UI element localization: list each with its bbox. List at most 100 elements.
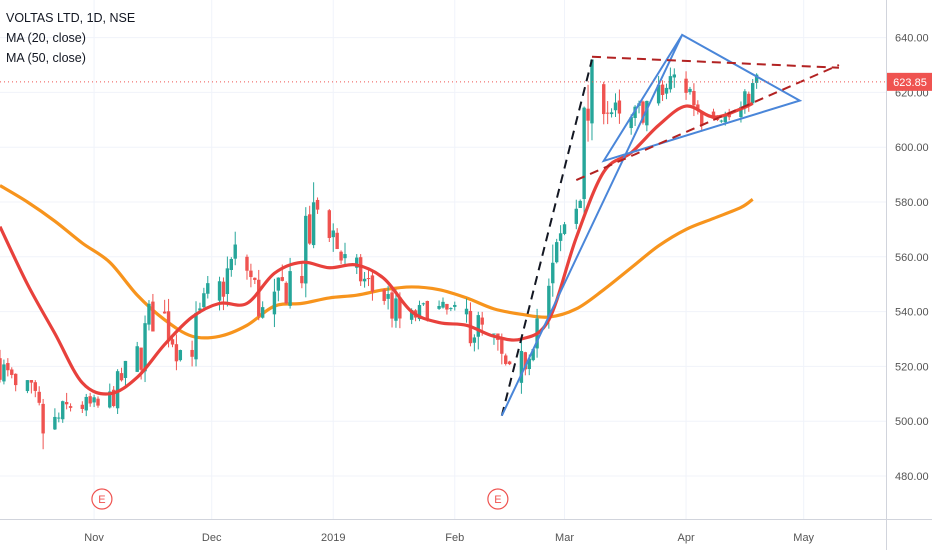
candle-up bbox=[613, 102, 618, 111]
candle-up bbox=[206, 283, 210, 294]
candle-down bbox=[174, 344, 179, 362]
candle-down bbox=[253, 277, 257, 280]
candle-up bbox=[147, 303, 151, 325]
earnings-marker-label: E bbox=[494, 494, 501, 506]
trendline-dashed-red[interactable] bbox=[591, 55, 840, 69]
trendline-dashed-black[interactable] bbox=[500, 59, 593, 416]
candle-up bbox=[590, 59, 594, 124]
candle-up bbox=[343, 254, 347, 259]
candle-down bbox=[747, 93, 751, 106]
candle-down bbox=[339, 251, 343, 261]
candle-up bbox=[92, 397, 96, 403]
x-tick-label: Apr bbox=[677, 532, 694, 544]
candle-down bbox=[0, 358, 2, 380]
price-tag-bg bbox=[887, 72, 932, 91]
candle-down bbox=[80, 404, 85, 409]
candle-up bbox=[609, 112, 614, 115]
candle-up bbox=[531, 349, 535, 361]
price-tag-label: 623.85 bbox=[893, 77, 927, 89]
candle-down bbox=[605, 112, 610, 114]
candle-down bbox=[660, 84, 665, 95]
candle-up bbox=[25, 380, 30, 392]
candle-up bbox=[437, 305, 441, 309]
ma50-legend-label[interactable]: MA (50, close) bbox=[6, 51, 86, 65]
y-tick-label: 640.00 bbox=[895, 33, 929, 45]
candle-down bbox=[335, 232, 339, 250]
earnings-marker-label: E bbox=[98, 494, 105, 506]
candle-up bbox=[61, 401, 65, 420]
y-tick-label: 600.00 bbox=[895, 142, 929, 154]
candle-up bbox=[304, 215, 308, 284]
candle-down bbox=[507, 361, 512, 365]
candle-up bbox=[582, 107, 586, 200]
candle-up bbox=[645, 100, 649, 126]
trendlines-layer[interactable] bbox=[500, 33, 840, 417]
candle-up bbox=[664, 87, 669, 94]
candle-down bbox=[382, 289, 386, 301]
candle-down bbox=[6, 363, 10, 371]
trendline-solid-blue[interactable] bbox=[500, 33, 803, 417]
candle-down bbox=[500, 338, 504, 354]
candle-down bbox=[480, 317, 484, 325]
trendline-dashed-red[interactable] bbox=[575, 64, 840, 181]
candle-up bbox=[668, 76, 673, 90]
candle-up bbox=[739, 106, 743, 118]
candle-down bbox=[315, 199, 320, 210]
chart-legend: VOLTAS LTD, 1D, NSE MA (20, close) MA (5… bbox=[6, 8, 135, 68]
candle-up bbox=[547, 285, 551, 318]
candle-up bbox=[53, 416, 57, 430]
candle-down bbox=[684, 78, 688, 93]
candle-up bbox=[453, 304, 457, 307]
candle-up bbox=[464, 308, 469, 315]
y-tick-label: 560.00 bbox=[895, 252, 929, 264]
candle-up bbox=[751, 83, 755, 104]
candle-up bbox=[551, 262, 555, 284]
ma20-line[interactable] bbox=[0, 101, 754, 396]
candle-up bbox=[178, 350, 183, 361]
earnings-marker[interactable] bbox=[91, 488, 113, 510]
candle-down bbox=[425, 300, 430, 320]
x-tick-label: May bbox=[793, 532, 814, 544]
candle-down bbox=[249, 270, 253, 278]
candle-up bbox=[672, 74, 677, 78]
candle-up bbox=[362, 278, 367, 282]
candle-up bbox=[202, 293, 206, 308]
candle-down bbox=[13, 373, 18, 386]
ma50-line[interactable] bbox=[0, 184, 754, 340]
candle-up bbox=[421, 303, 426, 305]
ma20-line-layer bbox=[0, 101, 754, 396]
candle-down bbox=[617, 100, 622, 114]
candle-up bbox=[519, 350, 524, 383]
candle-up bbox=[441, 301, 445, 308]
candle-down bbox=[641, 101, 645, 123]
candle-up bbox=[492, 333, 496, 335]
candle-up bbox=[194, 312, 198, 360]
candle-down bbox=[586, 108, 590, 121]
candle-up bbox=[754, 74, 759, 83]
ma20-legend-label[interactable]: MA (20, close) bbox=[6, 31, 86, 45]
candle-down bbox=[68, 406, 73, 408]
candle-down bbox=[10, 369, 14, 375]
candle-down bbox=[700, 111, 704, 126]
candle-up bbox=[409, 309, 414, 320]
candle-up bbox=[394, 298, 398, 321]
candle-down bbox=[190, 349, 194, 357]
candle-up bbox=[562, 224, 567, 234]
x-tick-label: 2019 bbox=[321, 532, 345, 544]
candle-down bbox=[111, 389, 116, 406]
symbol-title[interactable]: VOLTAS LTD, 1D, NSE bbox=[6, 11, 136, 25]
candle-up bbox=[288, 271, 292, 306]
earnings-marker[interactable] bbox=[487, 488, 509, 510]
candle-up bbox=[417, 305, 422, 320]
candle-down bbox=[523, 352, 528, 370]
candle-down bbox=[300, 275, 304, 284]
candle-up bbox=[108, 391, 112, 408]
candle-down bbox=[96, 398, 100, 406]
candle-down bbox=[308, 214, 312, 244]
candle-down bbox=[166, 311, 171, 341]
candle-down bbox=[280, 277, 284, 281]
